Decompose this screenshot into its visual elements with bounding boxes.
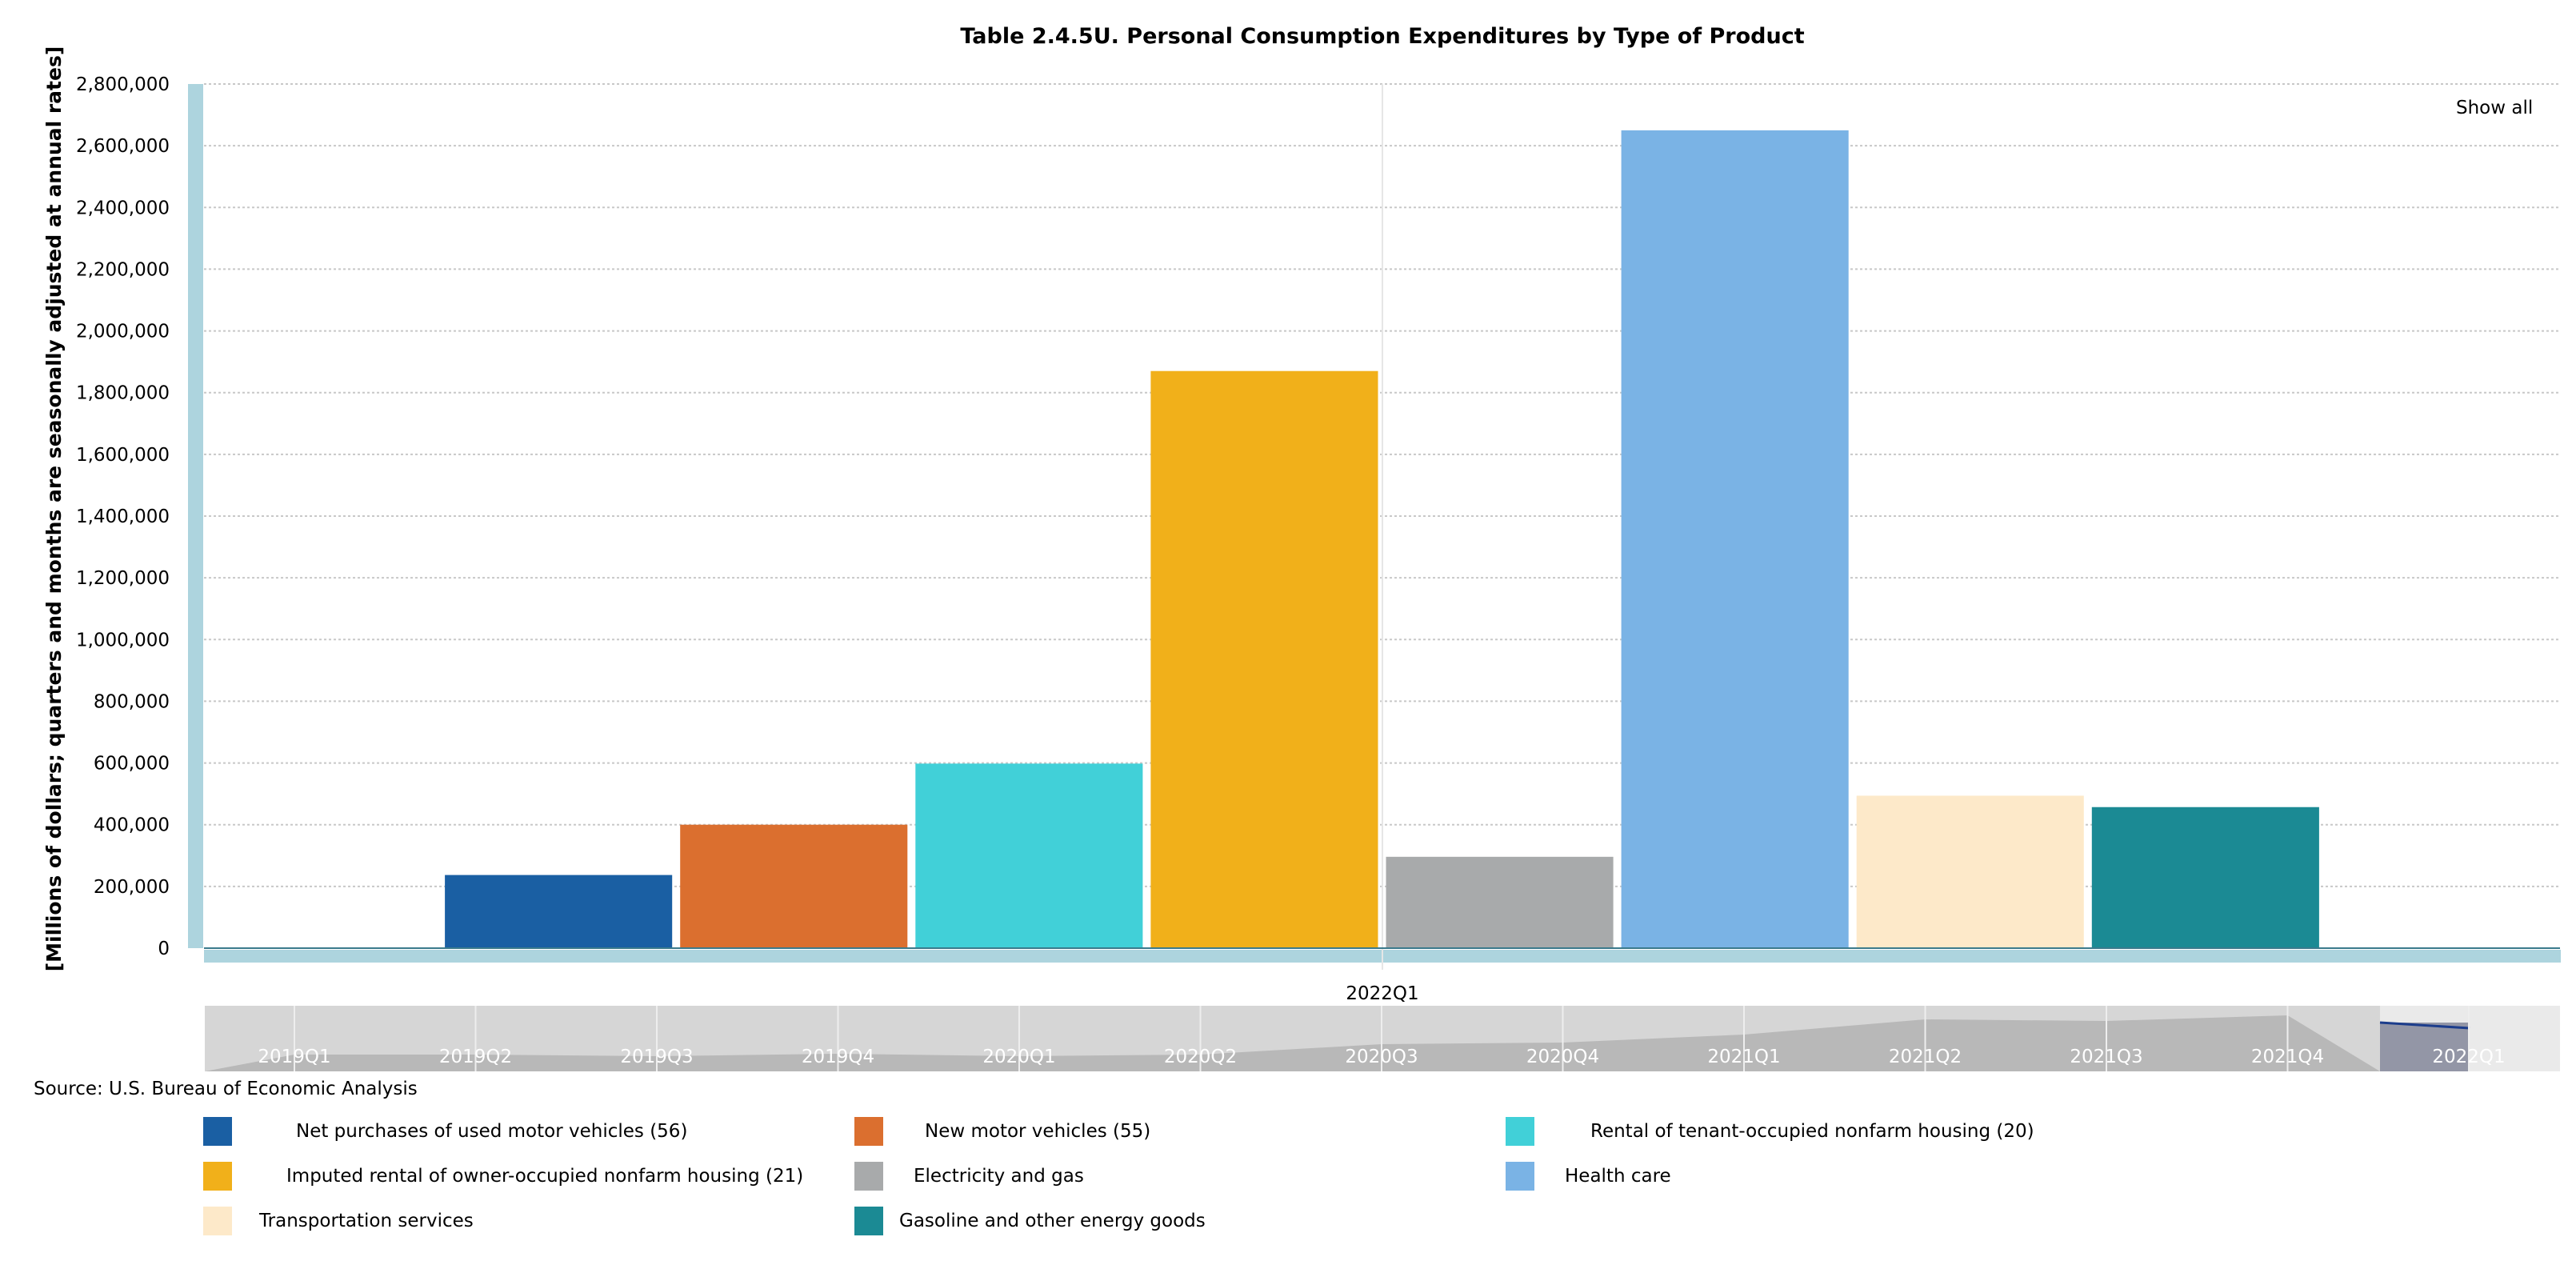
bar-1[interactable] [445,875,673,948]
legend-item-5[interactable]: Electricity and gas [854,1162,1084,1191]
navigator-tick-label: 2022Q1 [2432,1047,2505,1067]
y-axis-ticks: 0 200,000 400,000 600,000 800,000 1,000,000 1,… [76,74,170,959]
legend-swatch [1506,1162,1534,1191]
bar-7[interactable] [1856,795,2084,948]
bar-6[interactable] [1621,130,1849,948]
x-axis-ticks: 2022Q1 [1346,983,1418,1004]
navigator-tick-label: 2020Q4 [1526,1047,1599,1067]
y-tick-label: 400,000 [94,815,170,836]
legend-item-8[interactable]: Gasoline and other energy goods [854,1207,1206,1235]
legend-label: Rental of tenant-occupied nonfarm housin… [1590,1121,2034,1142]
chart-title: Table 2.4.5U. Personal Consumption Expen… [960,24,1804,49]
y-tick-label: 2,800,000 [76,74,170,95]
legend-label: Health care [1565,1166,1671,1187]
y-tick-label: 1,000,000 [76,630,170,651]
navigator-tick-label: 2019Q3 [620,1047,693,1067]
navigator-tick-label: 2020Q3 [1345,1047,1418,1067]
legend-swatch [854,1162,883,1191]
navigator-area [205,1015,2380,1071]
legend-swatch [854,1207,883,1235]
y-tick-label: 1,600,000 [76,445,170,466]
range-navigator[interactable]: 2019Q1 2019Q2 2019Q3 2019Q4 2020Q1 2020Q2 2020… [205,1006,2560,1071]
y-tick-label: 2,000,000 [76,322,170,342]
y-axis-label: [Millions of dollars; quarters and month… [42,46,66,972]
navigator-selected-line [2379,1021,2470,1030]
legend-swatch [1506,1117,1534,1146]
legend-label: Transportation services [259,1211,474,1231]
y-tick-label: 2,600,000 [76,136,170,157]
legend-label: Electricity and gas [914,1166,1084,1187]
bar-group [445,130,2319,948]
legend-item-6[interactable]: Health care [1506,1162,1671,1191]
legend: Net purchases of used motor vehicles (56… [203,1117,2523,1253]
legend-item-2[interactable]: New motor vehicles (55) [854,1117,1150,1146]
y-tick-label: 2,200,000 [76,259,170,280]
bar-4[interactable] [1150,370,1378,948]
legend-label: Net purchases of used motor vehicles (56… [296,1121,688,1142]
y-tick-label: 0 [158,939,170,959]
y-tick-label: 800,000 [94,691,170,712]
x-tick-label: 2022Q1 [1346,983,1418,1004]
legend-item-1[interactable]: Net purchases of used motor vehicles (56… [203,1117,687,1146]
bar-5[interactable] [1386,856,1614,948]
legend-item-3[interactable]: Rental of tenant-occupied nonfarm housin… [1506,1117,2034,1146]
bar-8[interactable] [2091,807,2319,948]
navigator-selected-range[interactable] [2380,1023,2470,1071]
navigator-tick-label: 2020Q2 [1164,1047,1237,1067]
navigator-tick-label: 2021Q2 [1889,1047,1962,1067]
legend-item-7[interactable]: Transportation services [203,1207,474,1235]
legend-item-4[interactable]: Imputed rental of owner-occupied nonfarm… [203,1162,803,1191]
legend-label: Gasoline and other energy goods [899,1211,1206,1231]
navigator-tick-label: 2020Q1 [982,1047,1055,1067]
y-tick-label: 2,400,000 [76,198,170,218]
legend-label: Imputed rental of owner-occupied nonfarm… [286,1166,804,1187]
bar-3[interactable] [915,763,1143,948]
show-all-button[interactable]: Show all [2456,98,2534,118]
y-tick-label: 1,200,000 [76,568,170,589]
navigator-tick-label: 2021Q1 [1707,1047,1780,1067]
y-tick-label: 600,000 [94,754,170,775]
navigator-tick-label: 2019Q4 [802,1047,874,1067]
navigator-tick-label: 2019Q1 [258,1047,330,1067]
legend-label: New motor vehicles (55) [925,1121,1151,1142]
navigator-tick-label: 2019Q2 [439,1047,512,1067]
legend-swatch [203,1117,232,1146]
bar-2[interactable] [680,824,908,948]
y-tick-label: 1,400,000 [76,506,170,527]
legend-swatch [203,1207,232,1235]
legend-swatch [854,1117,883,1146]
navigator-tick-label: 2021Q3 [2070,1047,2142,1067]
y-axis-scrollbar[interactable] [188,84,203,948]
navigator-tick-label: 2021Q4 [2251,1047,2324,1067]
legend-swatch [203,1162,232,1191]
y-tick-label: 1,800,000 [76,383,170,404]
y-tick-label: 200,000 [94,877,170,898]
source-note: Source: U.S. Bureau of Economic Analysis [34,1079,418,1099]
